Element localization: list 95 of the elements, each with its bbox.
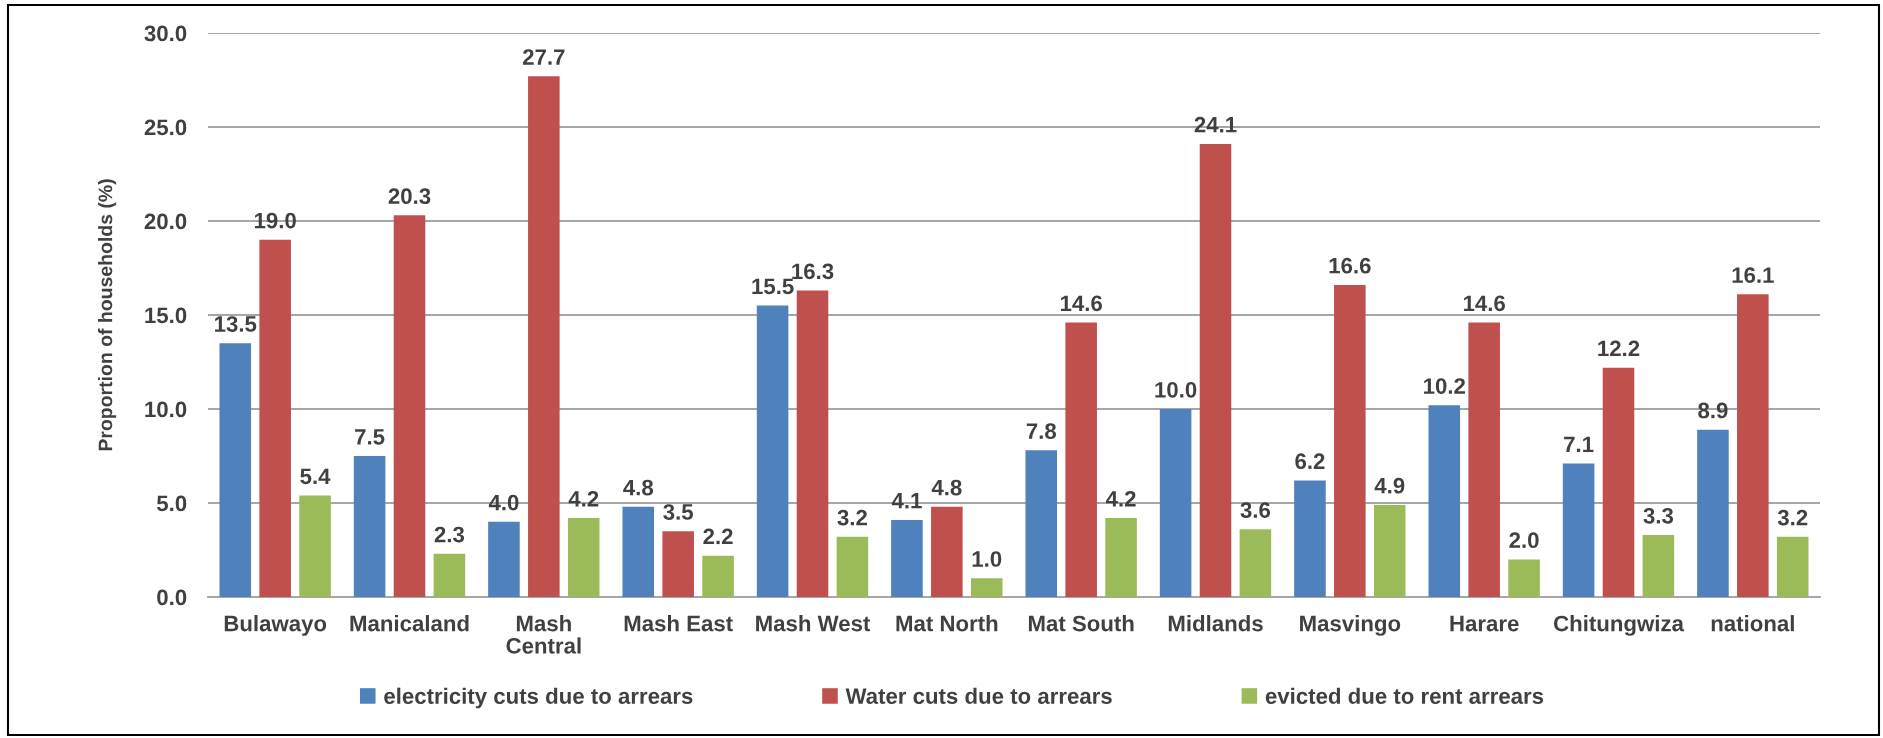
x-tick-label: Masvingo — [1300, 615, 1401, 636]
bar — [1159, 409, 1192, 597]
data-label: 4.8 — [623, 479, 654, 496]
bar — [1468, 322, 1500, 597]
data-label: 2.0 — [1509, 532, 1539, 549]
legend-label: evicted due to rent arrears — [1265, 687, 1544, 704]
data-label: 7.5 — [355, 429, 385, 445]
data-label: 7.1 — [1564, 436, 1594, 452]
y-tick-label: 10.0 — [145, 401, 187, 418]
y-tick-label: 5.0 — [156, 495, 187, 512]
bar — [796, 290, 829, 597]
bar — [836, 536, 869, 597]
data-label: 4.2 — [568, 490, 599, 507]
data-label: 16.6 — [1329, 257, 1371, 274]
bar — [1562, 463, 1595, 597]
data-label: 7.8 — [1026, 423, 1057, 440]
bar — [702, 555, 734, 597]
data-label: 3.2 — [1777, 509, 1808, 526]
bar — [393, 215, 426, 597]
bar — [756, 305, 789, 597]
x-tick-label: Midlands — [1168, 615, 1263, 632]
x-tick-label: Mat South — [1028, 615, 1134, 632]
data-label: 24.1 — [1194, 116, 1237, 133]
bar — [1373, 504, 1406, 597]
bar — [1737, 294, 1769, 597]
data-label: 10.0 — [1155, 381, 1197, 398]
bar — [970, 578, 1003, 597]
bar — [1294, 480, 1326, 597]
bar — [488, 521, 520, 597]
bar — [433, 553, 466, 597]
bar — [1025, 450, 1058, 597]
bar — [299, 495, 331, 597]
data-label: 3.2 — [837, 509, 867, 526]
data-label: 12.2 — [1598, 340, 1640, 357]
bar — [1428, 405, 1461, 597]
y-tick-label: 25.0 — [144, 119, 187, 136]
x-tick-label: national — [1711, 615, 1794, 632]
y-tick-label: 30.0 — [144, 25, 187, 42]
data-label: 2.3 — [434, 526, 465, 543]
x-tick-label: Bulawayo — [224, 615, 327, 636]
data-label: 16.3 — [792, 263, 834, 280]
legend-label: Water cuts due to arrears — [845, 687, 1112, 704]
bar — [1199, 143, 1232, 597]
data-label: 3.5 — [663, 504, 693, 520]
data-label: 4.0 — [488, 494, 519, 511]
data-label: 3.3 — [1643, 507, 1674, 524]
data-label: 19.0 — [254, 212, 296, 229]
bar — [662, 531, 694, 597]
bar — [1065, 322, 1097, 597]
data-label: 4.8 — [931, 479, 962, 496]
data-label: 1.0 — [972, 551, 1002, 567]
bar — [1697, 429, 1729, 597]
x-tick-label: Harare — [1450, 615, 1519, 632]
data-label: 13.5 — [215, 316, 257, 332]
x-tick-label: Mash East — [624, 615, 733, 632]
bar — [219, 343, 252, 597]
data-label: 4.1 — [891, 493, 922, 509]
bar — [1602, 367, 1635, 597]
bar — [353, 456, 386, 597]
data-label: 5.4 — [300, 468, 331, 485]
data-label: 4.9 — [1374, 477, 1405, 494]
bar — [1334, 284, 1366, 597]
bar — [528, 76, 560, 597]
data-label: 14.6 — [1060, 295, 1102, 312]
bar — [1239, 529, 1272, 597]
data-label: 4.2 — [1105, 490, 1136, 507]
bar — [1105, 518, 1137, 597]
y-tick-label: 15.0 — [145, 307, 187, 324]
bar — [1776, 536, 1809, 597]
y-tick-label: 0.0 — [157, 589, 187, 606]
y-tick-label: 20.0 — [144, 213, 187, 230]
legend-label: electricity cuts due to arrears — [384, 687, 693, 709]
data-label: 2.2 — [703, 528, 733, 545]
data-label: 3.6 — [1240, 502, 1271, 519]
data-label: 27.7 — [522, 49, 565, 65]
data-label: 6.2 — [1295, 453, 1325, 470]
bar — [931, 506, 963, 597]
bar — [1642, 534, 1675, 597]
data-label: 8.9 — [1698, 402, 1728, 419]
x-tick-label: Mash West — [756, 615, 871, 632]
bar — [891, 519, 923, 597]
data-label: 14.6 — [1463, 295, 1505, 312]
bar — [622, 506, 655, 597]
x-tick-label: Mash Central — [506, 615, 581, 654]
x-tick-label: Mat North — [896, 615, 998, 632]
bar — [567, 518, 600, 597]
bar — [1508, 559, 1540, 597]
data-label: 16.1 — [1732, 267, 1774, 283]
data-label: 15.5 — [752, 278, 794, 295]
x-tick-label: Manicaland — [350, 615, 469, 632]
bar — [259, 239, 291, 597]
data-label: 20.3 — [388, 188, 431, 205]
data-label: 10.2 — [1424, 378, 1466, 394]
x-tick-label: Chitungwiza — [1553, 615, 1685, 636]
y-axis-title: Proportion of households (%) — [98, 179, 117, 451]
